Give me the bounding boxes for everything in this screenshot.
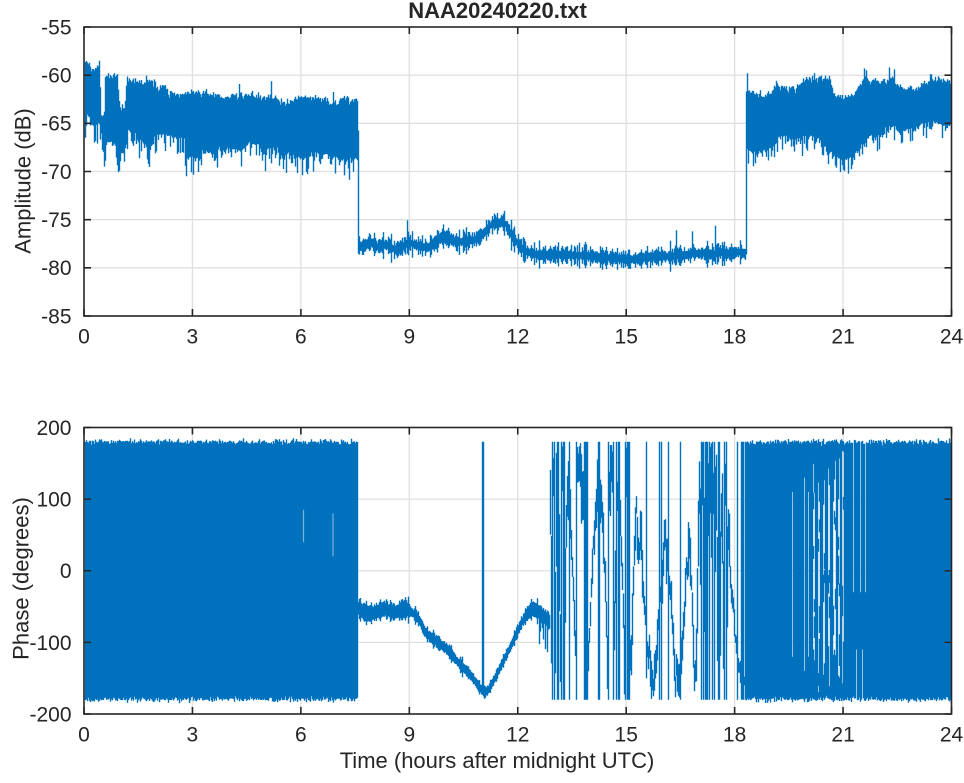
svg-text:15: 15 — [615, 724, 638, 747]
svg-text:15: 15 — [615, 326, 638, 349]
svg-text:-70: -70 — [41, 161, 71, 184]
svg-text:-85: -85 — [41, 305, 71, 328]
svg-text:Phase (degrees): Phase (degrees) — [9, 497, 34, 660]
svg-text:-60: -60 — [41, 65, 71, 88]
svg-text:100: 100 — [36, 489, 71, 512]
svg-text:3: 3 — [187, 724, 199, 747]
svg-text:-100: -100 — [29, 632, 71, 655]
svg-text:200: 200 — [36, 417, 71, 440]
svg-text:0: 0 — [78, 326, 90, 349]
svg-text:12: 12 — [506, 326, 529, 349]
svg-text:24: 24 — [940, 724, 964, 747]
svg-text:6: 6 — [295, 724, 307, 747]
svg-text:0: 0 — [60, 560, 72, 583]
svg-text:21: 21 — [831, 724, 854, 747]
svg-text:Amplitude (dB): Amplitude (dB) — [11, 108, 36, 254]
svg-text:NAA20240220.txt: NAA20240220.txt — [408, 0, 587, 23]
svg-text:9: 9 — [403, 326, 415, 349]
svg-text:-65: -65 — [41, 113, 71, 136]
svg-text:-55: -55 — [41, 16, 71, 39]
svg-text:9: 9 — [403, 724, 415, 747]
svg-text:Time (hours after midnight UTC: Time (hours after midnight UTC) — [340, 748, 655, 773]
svg-text:-80: -80 — [41, 257, 71, 280]
svg-text:18: 18 — [723, 724, 746, 747]
svg-text:18: 18 — [723, 326, 746, 349]
svg-text:6: 6 — [295, 326, 307, 349]
svg-text:0: 0 — [78, 724, 90, 747]
svg-text:3: 3 — [187, 326, 199, 349]
svg-text:21: 21 — [831, 326, 854, 349]
svg-text:24: 24 — [940, 326, 964, 349]
svg-text:-75: -75 — [41, 209, 71, 232]
svg-text:-200: -200 — [29, 703, 71, 726]
svg-text:12: 12 — [506, 724, 529, 747]
